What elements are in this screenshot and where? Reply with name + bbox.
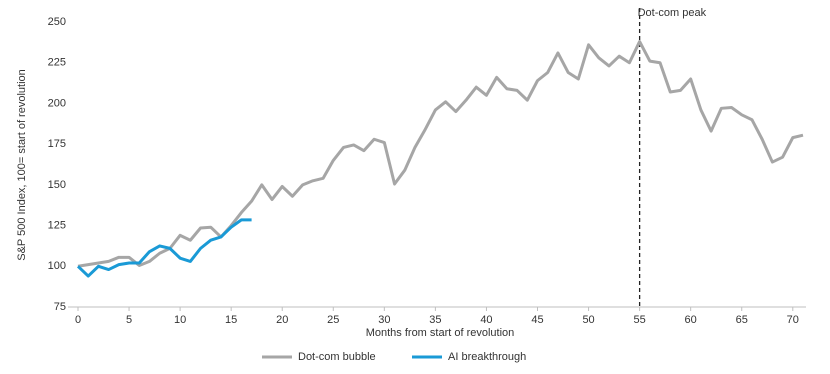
legend-label: AI breakthrough: [448, 351, 526, 363]
series-line: [77, 40, 804, 268]
y-tick-label: 250: [48, 16, 66, 28]
x-tick-label: 60: [685, 314, 697, 326]
x-tick-label: 15: [225, 314, 237, 326]
x-tick-label: 55: [633, 314, 645, 326]
y-tick-label: 100: [48, 260, 66, 272]
x-tick-label: 45: [531, 314, 543, 326]
x-tick-label: 70: [787, 314, 799, 326]
x-tick-label: 0: [75, 314, 81, 326]
x-tick-label: 25: [327, 314, 339, 326]
x-tick-label: 5: [126, 314, 132, 326]
x-tick-label: 40: [480, 314, 492, 326]
y-tick-label: 75: [54, 301, 66, 313]
y-tick-label: 175: [48, 138, 66, 150]
y-tick-label: 225: [48, 57, 66, 69]
y-tick-label: 150: [48, 179, 66, 191]
y-axis-label: S&P 500 Index, 100= start of revolution: [16, 69, 28, 261]
x-tick-label: 20: [276, 314, 288, 326]
x-tick-label: 10: [174, 314, 186, 326]
x-tick-label: 50: [582, 314, 594, 326]
annotation-label: Dot-com peak: [638, 7, 707, 19]
y-tick-label: 125: [48, 219, 66, 231]
y-tick-label: 200: [48, 97, 66, 109]
x-axis-label: Months from start of revolution: [366, 327, 515, 339]
legend-label: Dot-com bubble: [298, 351, 376, 363]
series-line: [76, 218, 252, 278]
x-tick-label: 35: [429, 314, 441, 326]
x-tick-label: 30: [378, 314, 390, 326]
x-tick-label: 65: [736, 314, 748, 326]
